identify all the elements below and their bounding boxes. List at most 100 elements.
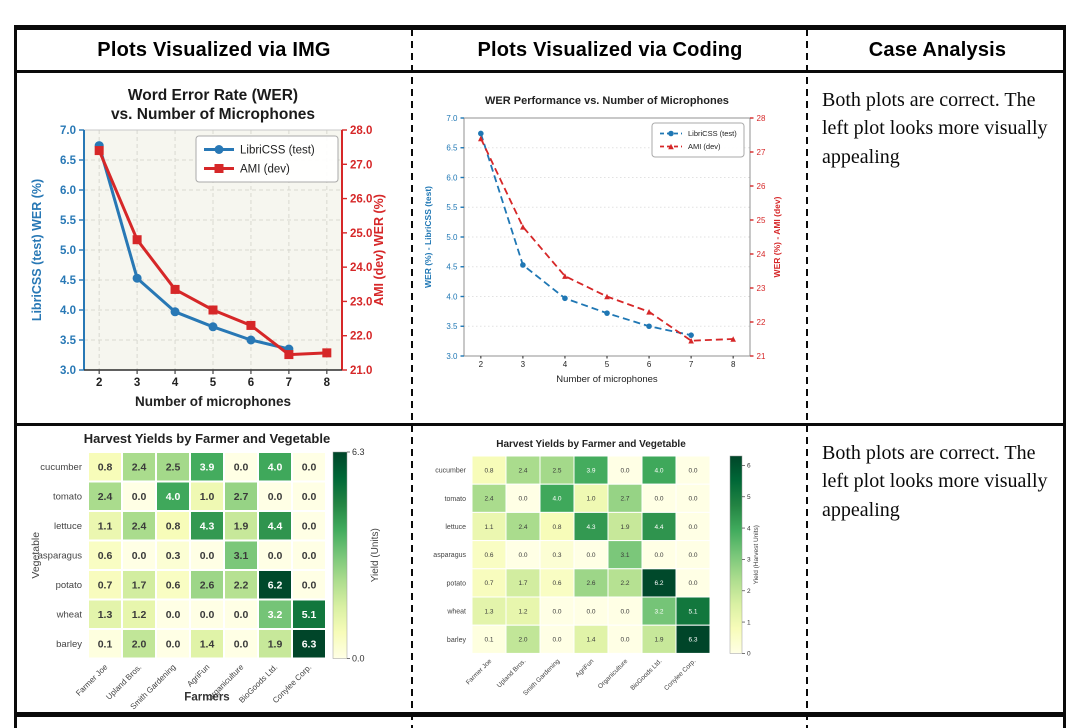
svg-text:5.1: 5.1	[302, 609, 317, 621]
svg-text:0.0: 0.0	[268, 550, 283, 562]
svg-text:0.0: 0.0	[268, 491, 283, 503]
svg-text:5.5: 5.5	[446, 203, 458, 212]
svg-text:0.0: 0.0	[302, 461, 317, 473]
svg-text:4.5: 4.5	[446, 263, 458, 272]
svg-text:wheat: wheat	[56, 610, 83, 621]
svg-text:3.0: 3.0	[60, 365, 76, 377]
svg-text:Organiculture: Organiculture	[597, 658, 630, 691]
svg-text:3: 3	[134, 377, 140, 389]
svg-text:barley: barley	[447, 637, 467, 644]
svg-text:4: 4	[747, 525, 751, 532]
svg-text:potato: potato	[447, 580, 467, 587]
svg-text:tomato: tomato	[53, 492, 82, 503]
svg-text:21.0: 21.0	[350, 365, 372, 377]
svg-text:0.3: 0.3	[552, 552, 561, 559]
svg-text:5.0: 5.0	[446, 233, 458, 242]
svg-text:27: 27	[757, 148, 766, 157]
svg-text:0.0: 0.0	[586, 608, 595, 615]
svg-text:Farmer Joe: Farmer Joe	[74, 662, 110, 698]
svg-text:6.5: 6.5	[60, 155, 77, 167]
svg-text:0.0: 0.0	[302, 520, 317, 532]
svg-text:2.4: 2.4	[518, 467, 527, 474]
svg-text:3.9: 3.9	[200, 461, 215, 473]
svg-text:6.3: 6.3	[352, 447, 365, 457]
svg-text:0.0: 0.0	[200, 550, 215, 562]
svg-text:4.5: 4.5	[60, 275, 77, 287]
svg-text:1.9: 1.9	[234, 520, 249, 532]
svg-text:0.6: 0.6	[166, 579, 181, 591]
harvest-code-heatmap: Harvest Yields by Farmer and Vegetable 0.…	[433, 439, 760, 696]
svg-text:7.0: 7.0	[446, 114, 458, 123]
svg-text:2.2: 2.2	[234, 579, 249, 591]
svg-text:0.0: 0.0	[200, 609, 215, 621]
svg-text:7: 7	[689, 360, 694, 369]
svg-text:4.3: 4.3	[200, 520, 215, 532]
svg-text:Yield (Units): Yield (Units)	[370, 528, 381, 582]
svg-text:22.0: 22.0	[350, 331, 372, 343]
svg-text:2.2: 2.2	[620, 580, 629, 587]
svg-text:Yield (Harvest Units): Yield (Harvest Units)	[753, 525, 760, 584]
svg-text:26: 26	[757, 182, 766, 191]
svg-text:3.5: 3.5	[60, 335, 77, 347]
svg-text:1.0: 1.0	[586, 496, 595, 503]
svg-text:0.0: 0.0	[654, 552, 663, 559]
svg-text:25: 25	[757, 216, 766, 225]
svg-text:0.0: 0.0	[688, 580, 697, 587]
svg-text:4.3: 4.3	[586, 524, 595, 531]
svg-text:6.3: 6.3	[302, 638, 317, 650]
svg-text:3.1: 3.1	[620, 552, 629, 559]
svg-text:0.8: 0.8	[98, 461, 113, 473]
svg-text:23.0: 23.0	[350, 296, 372, 308]
column-separator-1	[411, 29, 413, 728]
svg-text:Word Error Rate (WER): Word Error Rate (WER)	[128, 87, 298, 104]
svg-text:0.0: 0.0	[518, 496, 527, 503]
svg-text:2.7: 2.7	[234, 491, 249, 503]
svg-text:1.2: 1.2	[518, 608, 527, 615]
svg-text:8: 8	[731, 360, 736, 369]
svg-text:0.0: 0.0	[654, 496, 663, 503]
svg-text:0.0: 0.0	[352, 654, 365, 664]
svg-text:0.0: 0.0	[688, 467, 697, 474]
svg-text:WER (%) - AMI (dev): WER (%) - AMI (dev)	[772, 196, 782, 277]
svg-text:0.1: 0.1	[484, 637, 493, 644]
svg-text:0.0: 0.0	[552, 637, 561, 644]
svg-text:LibriCSS (test) WER (%): LibriCSS (test) WER (%)	[30, 179, 44, 321]
svg-text:6.5: 6.5	[446, 144, 458, 153]
svg-text:0.0: 0.0	[552, 608, 561, 615]
svg-text:2.0: 2.0	[132, 638, 147, 650]
svg-text:4: 4	[563, 360, 568, 369]
svg-text:0: 0	[747, 651, 751, 658]
column-header-coding: Plots Visualized via Coding	[477, 38, 743, 61]
svg-text:WER (%) - LibriCSS (test): WER (%) - LibriCSS (test)	[423, 186, 433, 288]
svg-text:vs. Number of Microphones: vs. Number of Microphones	[111, 106, 315, 123]
svg-text:1.4: 1.4	[586, 637, 595, 644]
svg-text:4.0: 4.0	[268, 461, 283, 473]
svg-text:AgriFun: AgriFun	[574, 658, 595, 679]
svg-text:21: 21	[757, 352, 766, 361]
svg-text:7: 7	[286, 377, 292, 389]
svg-text:0.0: 0.0	[302, 550, 317, 562]
svg-text:1.1: 1.1	[484, 524, 493, 531]
svg-text:6: 6	[647, 360, 652, 369]
svg-text:Farmers: Farmers	[184, 692, 229, 704]
svg-text:25.0: 25.0	[350, 228, 372, 240]
svg-text:lettuce: lettuce	[54, 521, 82, 532]
svg-text:23: 23	[757, 284, 766, 293]
svg-text:1.2: 1.2	[132, 609, 147, 621]
svg-text:2.4: 2.4	[132, 520, 147, 532]
svg-text:lettuce: lettuce	[445, 524, 466, 531]
svg-text:0.6: 0.6	[484, 552, 493, 559]
row-divider-1	[14, 423, 1066, 426]
svg-text:24.0: 24.0	[350, 262, 372, 274]
harvest-img-heatmap: Harvest Yields by Farmer and Vegetable 0.…	[30, 431, 381, 711]
svg-text:LibriCSS (test): LibriCSS (test)	[240, 145, 315, 157]
svg-text:5.5: 5.5	[60, 215, 77, 227]
column-header-img: Plots Visualized via IMG	[97, 38, 331, 61]
svg-text:4.4: 4.4	[654, 524, 663, 531]
svg-text:1.9: 1.9	[654, 637, 663, 644]
svg-text:0.7: 0.7	[484, 580, 493, 587]
svg-text:2.7: 2.7	[620, 496, 629, 503]
row-divider-2	[14, 712, 1066, 717]
svg-text:5.1: 5.1	[688, 608, 697, 615]
svg-text:0.0: 0.0	[302, 491, 317, 503]
